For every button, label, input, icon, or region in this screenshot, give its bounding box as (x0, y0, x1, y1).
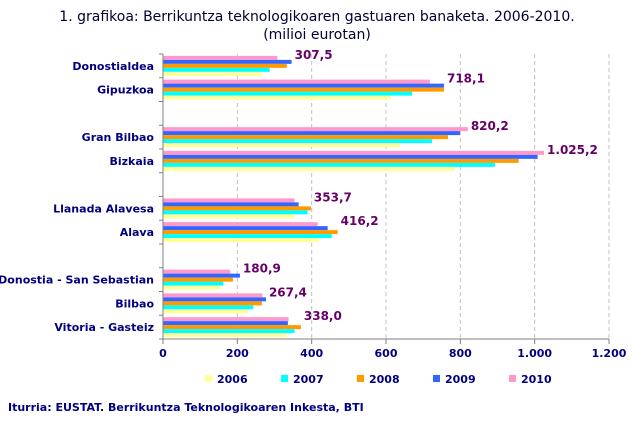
x-tick-label: 600 (375, 347, 398, 360)
data-label: 338,0 (304, 309, 342, 323)
bar-2009 (163, 154, 538, 159)
data-label: 353,7 (314, 190, 352, 204)
category-label: Donostia - San Sebastian (0, 274, 154, 287)
bar-2009 (163, 202, 299, 207)
bar-2010 (163, 127, 468, 132)
data-label: 1.025,2 (547, 143, 598, 157)
bar-2006 (163, 166, 455, 171)
bar-2007 (163, 281, 224, 286)
bar-2010 (163, 222, 318, 227)
x-tick-label: 0 (159, 347, 167, 360)
bar-2007 (163, 210, 308, 215)
bar-2010 (163, 269, 231, 274)
bar-2006 (163, 285, 221, 290)
bar-2008 (163, 325, 301, 330)
bar-2010 (163, 317, 289, 322)
x-tick-label: 200 (226, 347, 249, 360)
bar-2010 (163, 150, 545, 155)
bar-2007 (163, 67, 270, 72)
category-label: Alava (120, 226, 154, 239)
bar-2007 (163, 234, 332, 239)
bar-2007 (163, 162, 495, 167)
bar-2008 (163, 135, 449, 140)
chart-subtitle: (milioi eurotan) (263, 27, 371, 43)
bar-2009 (163, 131, 460, 136)
legend-label: 2008 (369, 373, 400, 386)
bar-2006 (163, 309, 249, 314)
data-label: 718,1 (447, 72, 485, 86)
legend-label: 2006 (217, 373, 248, 386)
bar-2009 (163, 273, 240, 278)
category-label: Bilbao (115, 297, 154, 310)
data-label: 416,2 (341, 214, 379, 228)
bar-2010 (163, 198, 295, 203)
bar-2008 (163, 277, 233, 282)
bar-2007 (163, 139, 433, 144)
bar-2010 (163, 55, 278, 60)
bar-2010 (163, 79, 430, 84)
data-label: 267,4 (269, 285, 307, 299)
category-label: Bizkaia (110, 155, 155, 168)
category-label: Gipuzkoa (97, 84, 154, 97)
bar-2006 (163, 71, 262, 76)
legend-swatch (357, 375, 364, 382)
bar-2007 (163, 305, 254, 310)
x-tick-label: 800 (449, 347, 472, 360)
bar-2006 (163, 238, 319, 243)
bar-2006 (163, 143, 401, 148)
legend-swatch (205, 375, 212, 382)
bar-2009 (163, 59, 292, 64)
bar-2006 (163, 214, 295, 219)
bar-2006 (163, 333, 287, 338)
bar-2008 (163, 301, 262, 306)
legend-label: 2010 (521, 373, 552, 386)
bar-2010 (163, 293, 263, 298)
bar-2009 (163, 321, 288, 326)
data-label: 820,2 (471, 119, 509, 133)
bar-2009 (163, 83, 444, 88)
x-tick-label: 1.000 (517, 347, 552, 360)
bar-2008 (163, 87, 444, 92)
category-label: Gran Bilbao (82, 131, 155, 144)
data-label: 180,9 (243, 262, 281, 276)
legend-swatch (433, 375, 440, 382)
legend-label: 2009 (445, 373, 476, 386)
bar-2008 (163, 63, 287, 68)
category-label: Vitoria - Gasteiz (54, 321, 154, 334)
legend-label: 2007 (293, 373, 324, 386)
bar-2007 (163, 91, 413, 96)
x-tick-label: 1.200 (592, 347, 627, 360)
legend-swatch (281, 375, 288, 382)
legend-swatch (509, 375, 516, 382)
bar-2009 (163, 226, 328, 231)
bar-2008 (163, 206, 311, 211)
bar-2008 (163, 158, 519, 163)
x-tick-label: 400 (300, 347, 323, 360)
category-label: Donostialdea (72, 60, 154, 73)
category-label: Llanada Alavesa (53, 202, 154, 215)
bar-2006 (163, 95, 391, 100)
bar-2008 (163, 230, 338, 235)
bar-2009 (163, 297, 266, 302)
data-label: 307,5 (295, 48, 333, 62)
bar-2007 (163, 329, 295, 334)
chart-title: 1. grafikoa: Berrikuntza teknologikoaren… (59, 9, 574, 25)
source-note: Iturria: EUSTAT. Berrikuntza Teknologiko… (8, 401, 364, 414)
